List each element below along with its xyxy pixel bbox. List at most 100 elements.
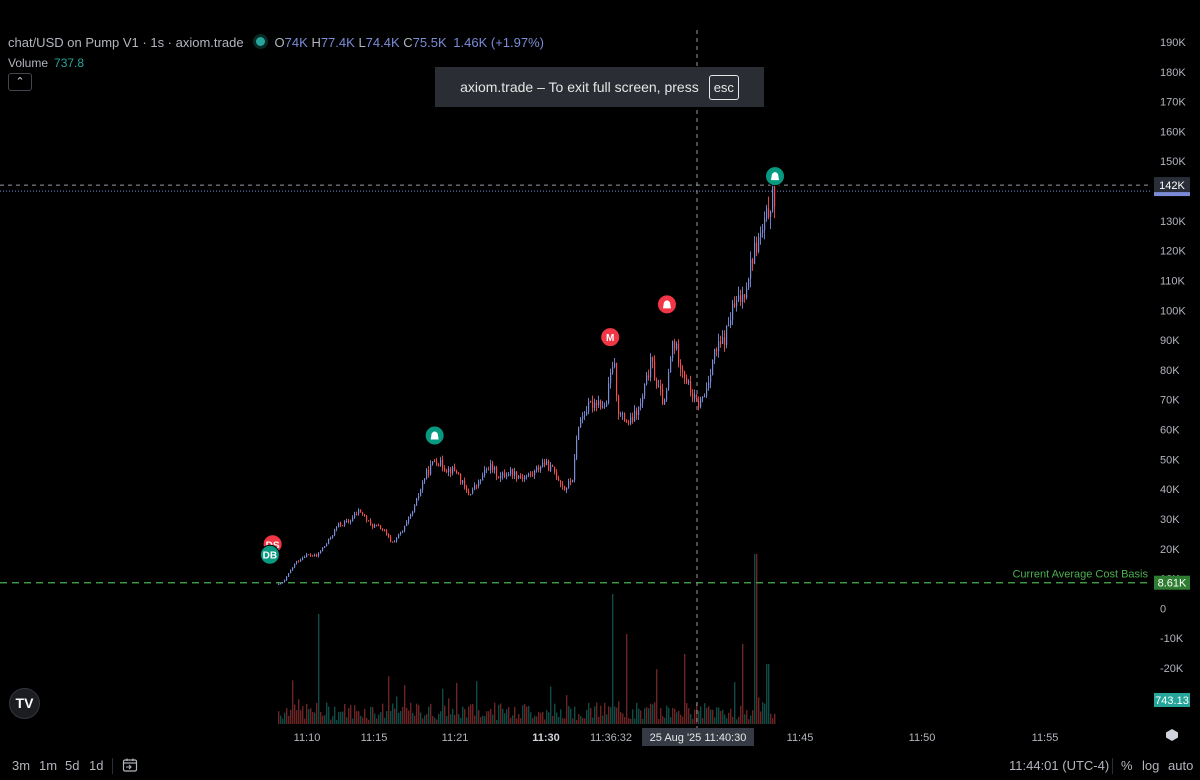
candle-body	[732, 303, 734, 321]
candle-body	[456, 470, 458, 474]
candle-body	[682, 369, 684, 372]
volume-bar	[676, 712, 678, 724]
candle-body	[490, 463, 492, 471]
volume-bar	[632, 709, 634, 724]
cost-basis-price-label: 8.61K	[1158, 578, 1187, 590]
volume-bar	[772, 718, 774, 724]
candle-body	[528, 473, 530, 476]
timeframe-1m[interactable]: 1m	[39, 758, 58, 773]
volume-bar	[670, 717, 672, 724]
volume-bar	[732, 716, 734, 724]
volume-bar	[734, 682, 736, 724]
volume-bar	[472, 704, 474, 724]
candle-body	[300, 559, 302, 562]
candle-body	[464, 480, 466, 487]
candle-body	[484, 470, 486, 476]
volume-bar	[568, 706, 570, 724]
auto-scale-toggle[interactable]: auto	[1168, 758, 1194, 773]
date-range-icon[interactable]	[122, 757, 138, 773]
candle-body	[486, 469, 488, 471]
candle-body	[584, 415, 586, 417]
volume-bar	[770, 713, 772, 724]
volume-bar	[380, 712, 382, 724]
volume-bar	[302, 706, 304, 724]
volume-bar	[416, 703, 418, 724]
candle-body	[314, 554, 316, 557]
volume-bar	[588, 702, 590, 724]
y-axis-tick-label: -10K	[1160, 633, 1184, 645]
volume-bar	[436, 719, 438, 724]
volume-bar	[300, 710, 302, 724]
x-axis-tick-label: 11:36:32	[590, 732, 632, 744]
volume-bar	[286, 708, 288, 724]
candle-body	[722, 336, 724, 344]
candle-body	[284, 580, 286, 583]
candle-body	[348, 520, 350, 523]
volume-bar	[552, 715, 554, 724]
clock-timezone[interactable]: 11:44:01 (UTC-4)	[1009, 758, 1110, 773]
last-price-tag	[1154, 192, 1190, 197]
x-axis-tick-label: 11:45	[787, 732, 814, 744]
y-axis-tick-label: 160K	[1160, 126, 1186, 138]
volume-bar	[408, 710, 410, 724]
candle-body	[590, 401, 592, 403]
candle-body	[622, 413, 624, 415]
candle-body	[350, 521, 352, 523]
timeframe-5d[interactable]: 5d	[65, 758, 80, 773]
volume-bar	[294, 704, 296, 724]
volume-bar	[434, 717, 436, 724]
y-axis-tick-label: 50K	[1160, 454, 1180, 466]
volume-bar	[344, 703, 346, 724]
candle-body	[322, 548, 324, 552]
volume-bar	[556, 712, 558, 724]
volume-bar	[620, 712, 622, 724]
candle-body	[278, 583, 280, 585]
volume-bar	[530, 712, 532, 724]
volume-bar	[652, 704, 654, 724]
volume-bar	[396, 696, 398, 724]
volume-bar	[598, 716, 600, 724]
y-axis-tick-label: 0	[1160, 603, 1166, 615]
candle-body	[480, 480, 482, 482]
volume-bar	[532, 718, 534, 724]
candle-body	[302, 557, 304, 560]
fullscreen-notice-text: axiom.trade – To exit full screen, press	[460, 79, 699, 95]
candle-body	[742, 294, 744, 302]
scroll-to-latest-icon[interactable]	[1165, 728, 1179, 742]
y-axis-tick-label: 90K	[1160, 335, 1180, 347]
candle-body	[290, 570, 292, 574]
candle-body	[454, 466, 456, 471]
candle-body	[652, 357, 654, 362]
candle-body	[460, 473, 462, 483]
chevron-up-icon[interactable]: ⌃	[8, 73, 32, 91]
candle-body	[572, 479, 574, 482]
candle-body	[598, 400, 600, 406]
volume-bar	[616, 707, 618, 724]
trade-marker	[600, 327, 621, 348]
candle-body	[298, 561, 300, 563]
percent-scale-toggle[interactable]: %	[1121, 758, 1133, 773]
candle-body	[292, 567, 294, 571]
volume-bar	[494, 702, 496, 724]
candle-body	[500, 475, 502, 479]
timeframe-3m[interactable]: 3m	[12, 758, 31, 773]
volume-bar	[362, 717, 364, 724]
candle-body	[576, 439, 578, 459]
log-scale-toggle[interactable]: log	[1142, 758, 1160, 773]
candle-body	[498, 476, 500, 479]
volume-bar	[684, 654, 686, 724]
volume-bar	[378, 714, 380, 724]
candle-body	[706, 388, 708, 397]
candle-body	[744, 294, 746, 298]
candle-body	[468, 491, 470, 495]
candle-body	[514, 471, 516, 476]
volume-bar	[596, 702, 598, 724]
tradingview-logo[interactable]: TV	[9, 688, 40, 719]
candle-body	[310, 554, 312, 556]
volume-bar	[560, 709, 562, 724]
volume-bar	[430, 703, 432, 724]
esc-key: esc	[708, 74, 739, 100]
candle-body	[686, 378, 688, 384]
timeframe-1d[interactable]: 1d	[89, 758, 104, 773]
